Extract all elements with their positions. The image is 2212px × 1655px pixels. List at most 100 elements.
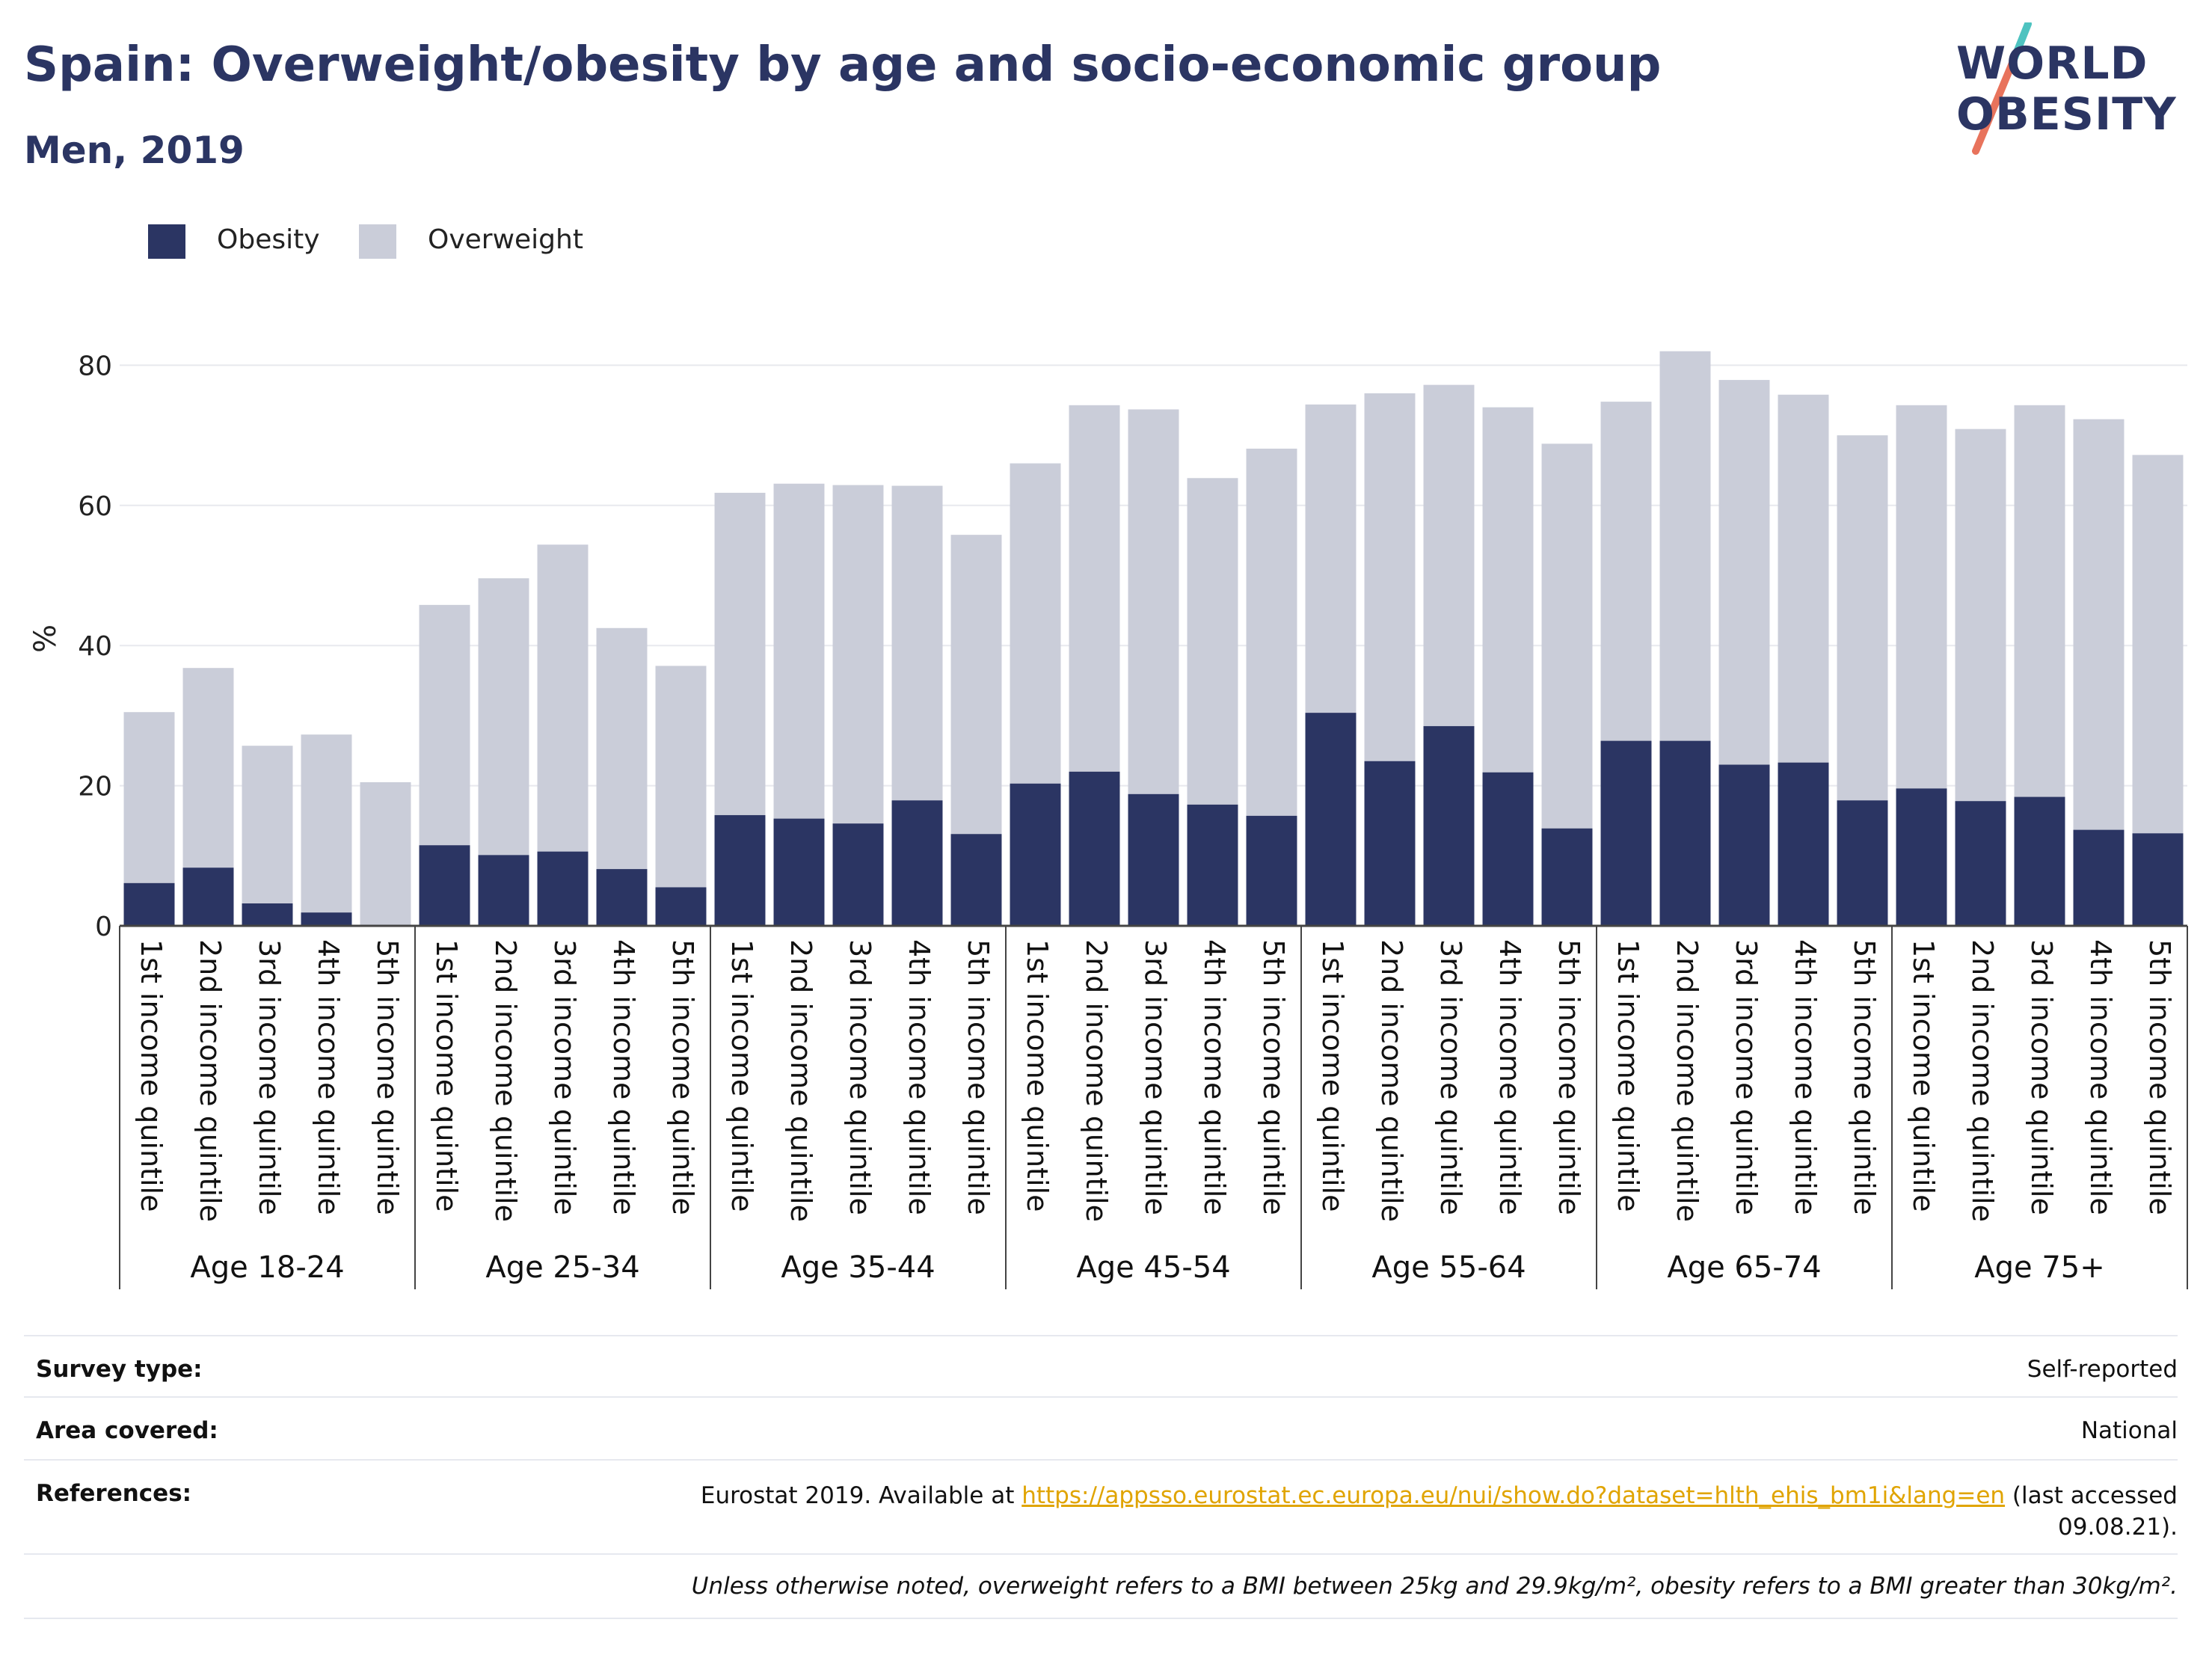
x-category-label: 3rd income quintile [1434,939,1467,1215]
legend-swatch-overweight [359,224,396,259]
bar-obesity [1600,740,1652,926]
bar-obesity [1659,740,1711,926]
x-category-label: 1st income quintile [1021,939,1054,1212]
area-covered-label: Area covered: [36,1417,218,1444]
bar-obesity [832,823,884,926]
references-suffix: (last accessed [2005,1482,2178,1509]
bar-obesity [1778,762,1829,926]
y-tick-label: 20 [78,772,112,802]
bar-obesity [1187,804,1238,926]
x-category-label: 3rd income quintile [253,939,286,1215]
chart-title: Spain: Overweight/obesity by age and soc… [24,37,1662,93]
x-category-label: 5th income quintile [2143,939,2176,1215]
references-link[interactable]: https://appsso.eurostat.ec.europa.eu/nui… [1021,1482,2006,1509]
bar-obesity [1896,788,1947,926]
x-category-label: 5th income quintile [1257,939,1290,1215]
definition-note: Unless otherwise noted, overweight refer… [691,1573,2178,1600]
survey-type-value: Self-reported [2027,1356,2178,1383]
x-group-label: Age 55-64 [1371,1250,1526,1285]
bar-obesity [1482,772,1534,926]
x-group-label: Age 35-44 [781,1250,935,1285]
x-group-label: Age 65-74 [1667,1250,1821,1285]
bar-obesity [182,868,234,926]
bar-obesity [2014,796,2065,926]
x-category-label: 2nd income quintile [1080,939,1113,1222]
chart-subtitle: Men, 2019 [24,129,245,172]
bar-obesity [1423,725,1475,926]
x-category-label: 2nd income quintile [1375,939,1408,1222]
x-category-label: 3rd income quintile [844,939,876,1215]
legend-swatch-obesity [148,224,185,259]
bar-obesity [773,818,825,926]
bar-overweight [242,746,293,926]
x-category-label: 4th income quintile [312,939,345,1215]
logo-word-obesity: OBESITY [1956,88,2177,141]
x-group-label: Age 25-34 [485,1250,639,1285]
x-category-label: 1st income quintile [135,939,168,1212]
bar-obesity [301,912,352,926]
y-tick-label: 60 [78,491,112,522]
bar-obesity [1246,815,1297,926]
info-row-note: Unless otherwise noted, overweight refer… [24,1553,2178,1619]
bar-obesity [950,834,1002,926]
bar-obesity [2073,829,2125,926]
bar-obesity [1955,801,2006,926]
bar-obesity [1010,783,1061,926]
bar-obesity [537,851,589,926]
bar-obesity [2132,833,2184,926]
survey-type-label: Survey type: [36,1356,203,1383]
bar-chart: 0 20 40 60 80% 1st income quintile 2nd income … [28,351,2188,1289]
info-row-references: References: Eurostat 2019. Available at … [24,1459,2178,1553]
x-group-label: Age 18-24 [190,1250,344,1285]
bar-obesity [1837,800,1888,926]
bar-obesity [1128,793,1179,926]
references-line-2: 09.08.21). [2058,1514,2178,1541]
world-obesity-logo: WORLD OBESITY [1944,22,2191,165]
area-covered-value: National [2080,1417,2178,1444]
x-category-label: 3rd income quintile [2025,939,2058,1215]
x-category-label: 4th income quintile [1789,939,1822,1215]
x-group-label: Age 75+ [1974,1250,2105,1285]
bar-obesity [1541,828,1593,926]
x-category-label: 1st income quintile [1612,939,1644,1212]
references-label: References: [36,1480,192,1507]
x-category-label: 5th income quintile [371,939,404,1215]
x-category-label: 4th income quintile [607,939,640,1215]
y-tick-label: 40 [78,631,112,662]
info-row-area: Area covered: National [24,1396,2178,1459]
legend-label-overweight: Overweight [428,224,583,255]
x-category-label: 4th income quintile [1198,939,1231,1215]
bar-obesity [1305,713,1357,926]
x-category-label: 5th income quintile [1552,939,1585,1215]
x-category-label: 5th income quintile [962,939,995,1215]
x-category-label: 2nd income quintile [1671,939,1703,1222]
y-axis-label: % [28,624,63,653]
info-row-survey-type: Survey type: Self-reported [24,1335,2178,1396]
y-tick-label: 0 [95,912,112,942]
x-category-label: 1st income quintile [725,939,758,1212]
bar-obesity [596,869,648,926]
y-tick-label: 80 [78,351,112,381]
bar-obesity [1718,764,1770,926]
logo-slash-icon [1972,22,2032,155]
x-category-label: 4th income quintile [2084,939,2117,1215]
x-category-label: 3rd income quintile [548,939,581,1215]
x-category-label: 5th income quintile [666,939,699,1215]
x-category-label: 4th income quintile [903,939,936,1215]
x-group-label: Age 45-54 [1076,1250,1230,1285]
x-category-label: 1st income quintile [1316,939,1349,1212]
x-category-label: 3rd income quintile [1730,939,1763,1215]
bar-overweight [655,666,707,926]
info-table: Survey type: Self-reported Area covered:… [24,1335,2178,1619]
x-category-label: 2nd income quintile [1966,939,1999,1222]
bar-overweight [360,782,411,926]
bar-obesity [891,800,943,926]
bar-obesity [714,814,766,926]
bar-obesity [1069,771,1120,926]
x-category-label: 1st income quintile [1907,939,1940,1212]
bar-obesity [123,882,175,926]
bar-obesity [419,845,470,926]
references-prefix: Eurostat 2019. Available at [700,1482,1022,1509]
x-category-label: 2nd income quintile [489,939,522,1222]
x-category-label: 5th income quintile [1848,939,1881,1215]
